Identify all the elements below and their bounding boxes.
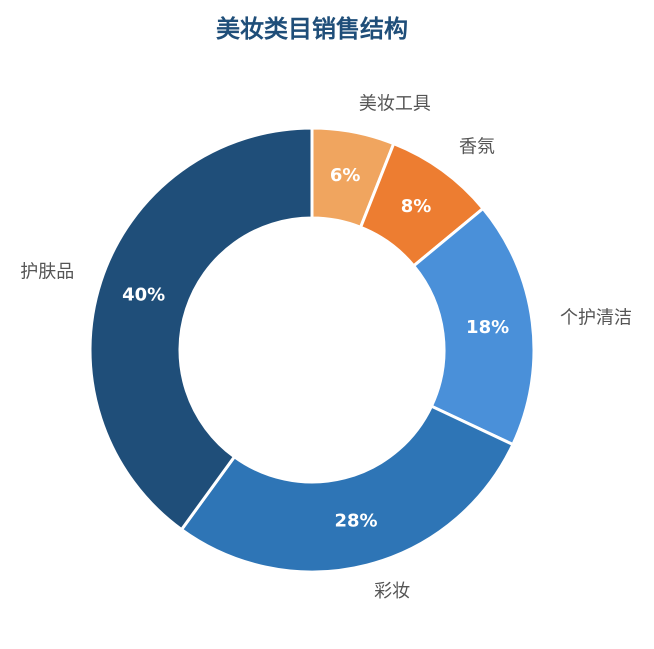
donut-slice bbox=[179, 404, 515, 574]
chart-title: 美妆类目销售结构 bbox=[216, 15, 408, 43]
donut-slice bbox=[88, 126, 314, 532]
category-label: 香氛 bbox=[459, 137, 495, 158]
data-label: 6% bbox=[330, 165, 361, 186]
data-label: 8% bbox=[401, 196, 432, 217]
donut-slice bbox=[411, 206, 536, 447]
category-label: 个护清洁 bbox=[560, 308, 632, 329]
data-label: 40% bbox=[122, 284, 165, 305]
category-label: 彩妆 bbox=[374, 581, 410, 602]
data-label: 28% bbox=[334, 510, 377, 531]
category-label: 护肤品 bbox=[20, 262, 74, 283]
category-label: 美妆工具 bbox=[359, 93, 431, 114]
data-label: 18% bbox=[466, 317, 509, 338]
